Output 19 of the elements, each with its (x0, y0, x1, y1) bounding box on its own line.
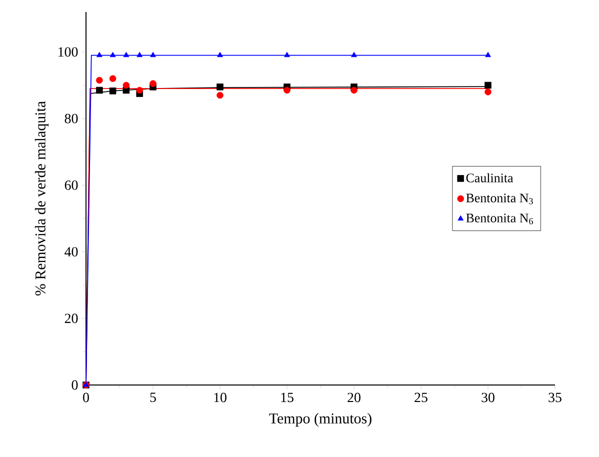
x-tick-label: 25 (414, 392, 428, 402)
x-tick-label: 5 (150, 392, 156, 402)
legend-label: Bentonita N$_{6}$ (466, 214, 533, 224)
x-axis-title: Tempo (minutos) (269, 413, 372, 427)
x-tick-label: 20 (348, 392, 360, 402)
y-tick-label: 20 (64, 314, 78, 324)
legend-label: Bentonita N$_{3}$ (466, 194, 533, 204)
y-tick-label: 60 (64, 180, 78, 190)
legend-label: Caulinita (466, 173, 514, 182)
x-tick-label: 35 (548, 392, 562, 402)
y-axis-title: % Removida de verde malaquita (34, 101, 48, 296)
y-tick-label: 80 (64, 114, 78, 124)
y-tick-label: 40 (64, 247, 78, 256)
y-tick-label: 100 (58, 47, 78, 57)
x-tick-label: 0 (83, 392, 89, 402)
x-tick-label: 10 (214, 392, 226, 402)
y-tick-label: 0 (72, 380, 78, 390)
x-tick-label: 15 (281, 392, 294, 402)
x-tick-label: 30 (482, 392, 494, 402)
